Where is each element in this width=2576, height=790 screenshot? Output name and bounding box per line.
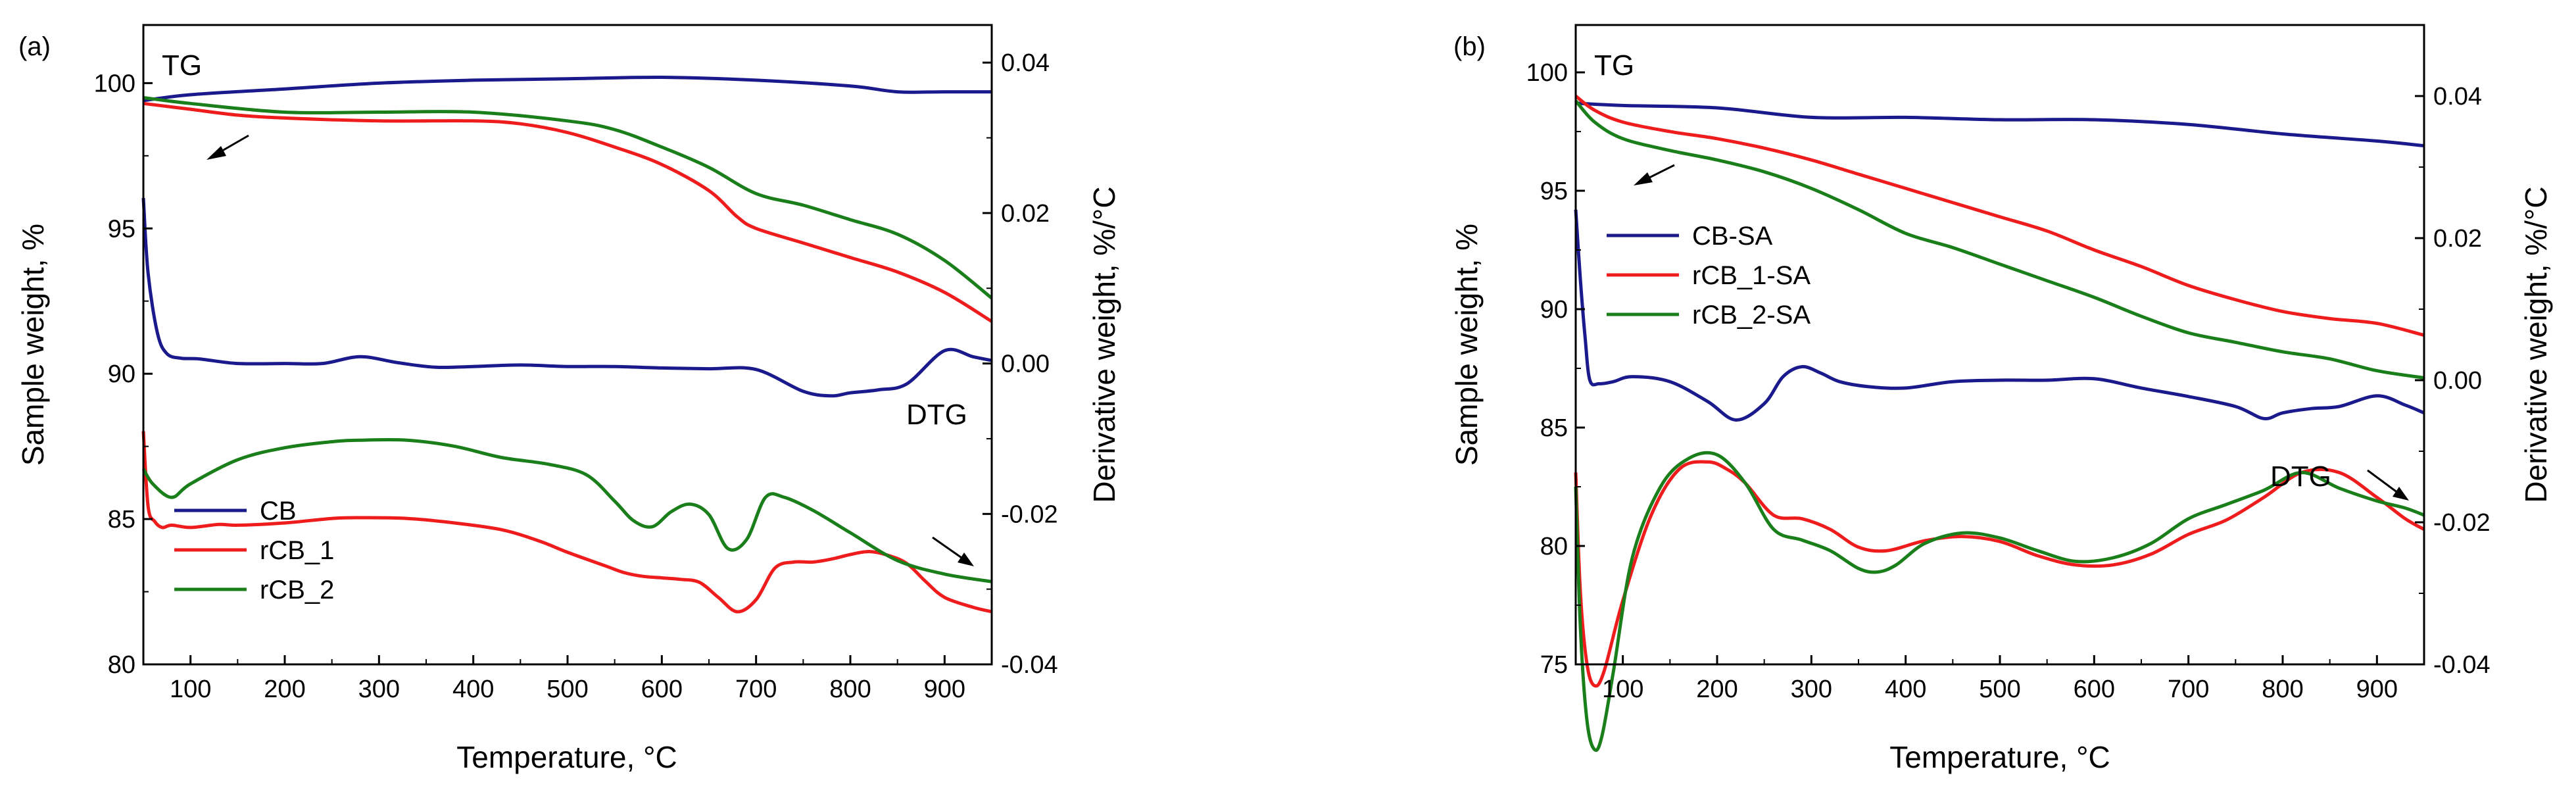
y-left-tick-label-b-5: 100 — [1526, 59, 1568, 87]
x-tick-label-b-6: 700 — [2168, 676, 2209, 703]
dtg-series-a-2 — [141, 437, 992, 583]
y-right-tick-label-b-0: -0.04 — [2433, 651, 2491, 679]
x-tick-label-b-8: 900 — [2356, 676, 2398, 703]
tg-series-a-2 — [143, 96, 993, 300]
y-left-tick-label-b-3: 90 — [1540, 296, 1568, 324]
y-right-tick-label-a-3: 0.02 — [1001, 200, 1050, 228]
y-axis-right-label-b: Derivative weight, %/°C — [2519, 186, 2553, 503]
legend-label-b-0: CB-SA — [1692, 222, 1773, 251]
dtg-arrow-b — [2367, 469, 2409, 501]
y-right-tick-label-a-1: -0.02 — [1001, 501, 1058, 528]
tg-annotation-a: TG — [162, 49, 202, 82]
dtg-arrow-a — [932, 536, 974, 566]
y-right-tick-label-a-4: 0.04 — [1001, 49, 1050, 77]
tg-arrow-a — [207, 134, 249, 160]
y-right-tick-label-b-4: 0.04 — [2433, 83, 2482, 111]
y-left-tick-label-a-1: 85 — [108, 506, 135, 533]
x-tick-label-a-6: 700 — [735, 676, 777, 703]
y-right-tick-label-b-1: -0.02 — [2433, 509, 2491, 537]
y-left-tick-label-a-4: 100 — [94, 70, 135, 97]
x-tick-label-b-2: 300 — [1791, 676, 1832, 703]
y-left-tick-label-a-2: 90 — [108, 360, 135, 388]
x-tick-label-b-4: 500 — [1979, 676, 2020, 703]
plot-frame-a — [142, 24, 993, 666]
dtg-series-b-1 — [1574, 460, 2425, 688]
y-right-tick-label-a-2: 0.00 — [1001, 351, 1050, 378]
legend-label-a-1: rCB_1 — [260, 536, 334, 565]
x-tick-label-b-1: 200 — [1696, 676, 1738, 703]
y-left-tick-label-b-2: 85 — [1540, 414, 1568, 442]
x-tick-label-a-3: 400 — [452, 676, 494, 703]
x-axis-label-a: Temperature, °C — [456, 740, 677, 774]
legend-label-a-2: rCB_2 — [260, 576, 334, 605]
legend-label-b-2: rCB_2-SA — [1692, 301, 1810, 330]
panel-label-a: (a) — [18, 32, 51, 61]
y-axis-left-label-b: Sample weight, % — [1449, 224, 1484, 466]
tg-series-b-2 — [1574, 99, 2425, 380]
x-tick-label-b-0: 100 — [1602, 676, 1643, 703]
x-tick-label-a-7: 800 — [829, 676, 871, 703]
x-tick-label-b-3: 400 — [1885, 676, 1926, 703]
dtg-annotation-a: DTG — [906, 399, 967, 431]
x-tick-label-b-5: 600 — [2074, 676, 2115, 703]
tg-arrow-b — [1634, 164, 1675, 185]
tg-series-b-0 — [1575, 101, 2425, 148]
dtg-annotation-b: DTG — [2270, 460, 2331, 493]
x-tick-label-a-5: 600 — [641, 676, 683, 703]
x-tick-label-a-0: 100 — [170, 676, 211, 703]
panel-b: (b) 100 200 300 400 500 600 700 800 900 75 80 85 90 9… — [1449, 24, 2553, 774]
tg-annotation-b: TG — [1594, 49, 1634, 82]
y-left-tick-label-a-0: 80 — [108, 651, 135, 679]
x-tick-label-a-8: 900 — [924, 676, 965, 703]
y-right-tick-label-b-3: 0.02 — [2433, 225, 2482, 253]
panel-a: (a) 100 200 300 400 500 600 700 800 900 80 85 90 95 1… — [16, 24, 1121, 774]
x-tick-label-b-7: 800 — [2262, 676, 2303, 703]
y-left-tick-label-b-4: 95 — [1540, 178, 1568, 205]
tg-series-a-0 — [143, 75, 992, 103]
y-left-tick-label-b-0: 75 — [1540, 651, 1568, 679]
y-right-tick-label-b-2: 0.00 — [2433, 367, 2482, 395]
legend-b: CB-SA rCB_1-SA rCB_2-SA — [1607, 222, 1810, 330]
dtg-series-b-2 — [1574, 451, 2425, 753]
y-left-tick-label-a-3: 95 — [108, 215, 135, 243]
y-left-tick-label-b-1: 80 — [1540, 533, 1568, 560]
x-tick-label-a-4: 500 — [547, 676, 588, 703]
legend-label-b-1: rCB_1-SA — [1692, 261, 1810, 290]
x-axis-label-b: Temperature, °C — [1889, 740, 2110, 774]
legend-label-a-0: CB — [260, 497, 297, 526]
x-tick-label-a-1: 200 — [264, 676, 305, 703]
tg-series-a-1 — [143, 101, 993, 323]
y-right-tick-label-a-0: -0.04 — [1001, 651, 1058, 679]
plot-frame-b — [1574, 24, 2425, 666]
dtg-series-a-0 — [141, 197, 992, 398]
y-axis-left-label-a: Sample weight, % — [16, 224, 50, 466]
dtg-series-b-0 — [1574, 209, 2425, 422]
tg-series-b-1 — [1574, 95, 2425, 337]
legend-a: CB rCB_1 rCB_2 — [174, 497, 334, 605]
dtg-series-a-1 — [141, 431, 992, 614]
y-axis-right-label-a: Derivative weight, %/°C — [1087, 186, 1121, 503]
panel-label-b: (b) — [1453, 32, 1486, 61]
x-tick-label-a-2: 300 — [358, 676, 400, 703]
